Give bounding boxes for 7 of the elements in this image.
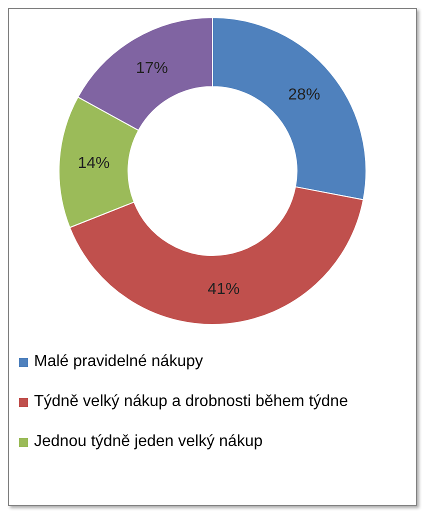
data-label: 14% xyxy=(78,154,110,172)
data-label: 28% xyxy=(288,86,320,104)
legend-label: Malé pravidelné nákupy xyxy=(34,353,203,371)
legend-label: Jednou týdně jeden velký nákup xyxy=(34,433,263,451)
data-label: 41% xyxy=(208,280,240,298)
data-label: 17% xyxy=(136,60,168,78)
legend-label: Týdně velký nákup a drobnosti během týdne xyxy=(34,393,348,411)
